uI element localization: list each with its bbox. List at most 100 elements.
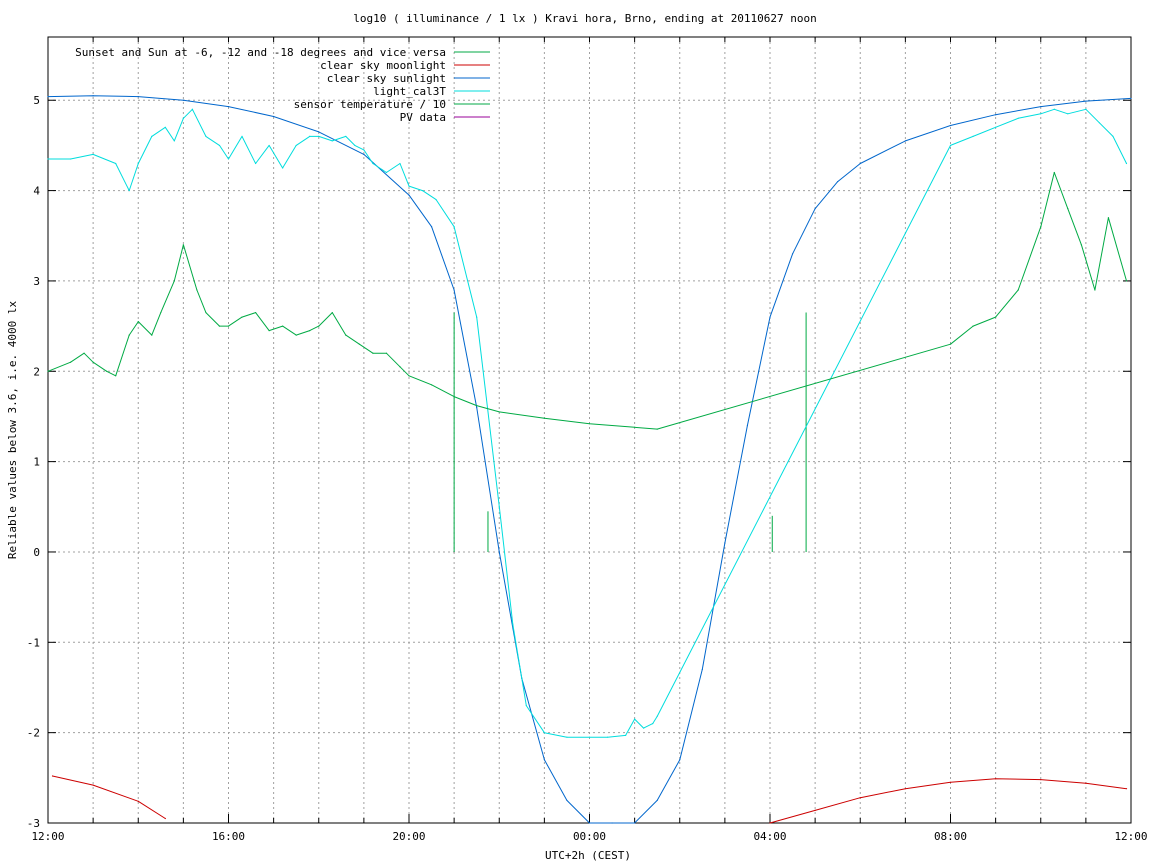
series-line bbox=[52, 775, 166, 819]
data-point bbox=[543, 759, 545, 761]
data-point bbox=[137, 800, 139, 802]
data-point bbox=[1067, 208, 1069, 210]
y-tick-label: 1 bbox=[33, 456, 40, 469]
y-tick-label: -1 bbox=[27, 636, 40, 649]
data-point bbox=[363, 149, 365, 151]
axes: -3 -2 -1 0 1 2 3 4 5 12:00 16:00 20:00 00:00 04:00 08:… bbox=[27, 36, 1148, 843]
data-point bbox=[476, 405, 478, 407]
data-point bbox=[1017, 117, 1019, 119]
data-point bbox=[309, 330, 311, 332]
data-point bbox=[814, 208, 816, 210]
legend-label: Sunset and Sun at -6, -12 and -18 degree… bbox=[75, 46, 446, 59]
series-2 bbox=[47, 95, 1132, 824]
data-point bbox=[273, 115, 275, 118]
data-point bbox=[1125, 162, 1128, 165]
data-point bbox=[566, 736, 568, 738]
data-point bbox=[137, 320, 139, 323]
data-point bbox=[1017, 289, 1019, 291]
data-point bbox=[1098, 122, 1101, 124]
data-point bbox=[625, 734, 627, 736]
data-point bbox=[191, 108, 193, 110]
data-point bbox=[634, 426, 636, 428]
data-point bbox=[363, 153, 365, 156]
data-point bbox=[453, 289, 455, 291]
series-line bbox=[769, 778, 1127, 824]
data-point bbox=[295, 144, 297, 147]
data-point bbox=[769, 316, 771, 318]
data-point bbox=[1107, 217, 1110, 219]
data-point bbox=[566, 799, 568, 802]
data-point bbox=[588, 423, 591, 425]
x-tick-label: 00:00 bbox=[573, 830, 606, 843]
data-point bbox=[92, 361, 94, 363]
data-point bbox=[408, 194, 410, 196]
series-3 bbox=[47, 108, 1128, 738]
data-point bbox=[837, 180, 839, 183]
data-point bbox=[588, 736, 591, 738]
x-tick-label: 16:00 bbox=[212, 830, 245, 843]
data-point bbox=[498, 551, 500, 553]
data-point bbox=[331, 140, 333, 142]
x-tick-label: 04:00 bbox=[753, 830, 786, 843]
data-point bbox=[399, 366, 401, 368]
data-point bbox=[205, 135, 207, 137]
data-point bbox=[724, 542, 726, 544]
data-point bbox=[543, 732, 545, 734]
data-point bbox=[173, 140, 175, 142]
data-point bbox=[218, 325, 221, 327]
data-point bbox=[318, 135, 320, 137]
data-point bbox=[227, 158, 230, 160]
grid-lines bbox=[48, 37, 1131, 823]
data-point bbox=[746, 424, 749, 427]
data-point bbox=[106, 370, 108, 372]
data-point bbox=[182, 244, 184, 246]
legend-label: PV data bbox=[400, 111, 446, 124]
data-point bbox=[295, 334, 297, 336]
series-line bbox=[47, 172, 1127, 430]
data-point bbox=[137, 96, 139, 98]
data-point bbox=[453, 226, 455, 228]
data-point bbox=[385, 171, 388, 174]
data-point bbox=[47, 158, 49, 160]
data-point bbox=[634, 822, 636, 824]
data-point bbox=[1094, 289, 1096, 291]
data-point bbox=[115, 375, 117, 377]
data-point bbox=[268, 144, 270, 147]
data-point bbox=[182, 99, 184, 101]
data-point bbox=[1125, 788, 1128, 790]
data-point bbox=[949, 144, 952, 147]
data-point bbox=[164, 126, 166, 128]
data-point bbox=[656, 715, 658, 717]
data-point bbox=[859, 797, 861, 799]
data-point bbox=[430, 384, 433, 386]
data-point bbox=[151, 135, 153, 137]
data-point bbox=[1085, 100, 1087, 102]
data-point bbox=[1112, 135, 1114, 137]
y-tick-label: 2 bbox=[33, 365, 40, 378]
data-point bbox=[606, 736, 609, 738]
data-point bbox=[634, 718, 636, 720]
data-point bbox=[814, 809, 816, 811]
data-point bbox=[69, 158, 72, 160]
data-point bbox=[1040, 113, 1042, 115]
data-point bbox=[354, 144, 356, 147]
data-point bbox=[430, 226, 433, 228]
data-point bbox=[949, 124, 952, 127]
legend-label: clear sky moonlight bbox=[320, 59, 446, 72]
series-1 bbox=[51, 775, 1128, 824]
data-point bbox=[241, 316, 243, 318]
data-point bbox=[408, 185, 410, 187]
data-point bbox=[182, 117, 184, 119]
data-point bbox=[372, 352, 374, 354]
data-point bbox=[679, 759, 681, 761]
data-point bbox=[1125, 280, 1128, 282]
plot-frame bbox=[47, 36, 1132, 824]
x-tick-label: 12:00 bbox=[1114, 830, 1147, 843]
x-axis-label: UTC+2h (CEST) bbox=[545, 849, 631, 862]
data-point bbox=[525, 704, 527, 707]
series-marks bbox=[47, 95, 1132, 824]
data-point bbox=[1040, 226, 1042, 228]
data-point bbox=[358, 343, 360, 345]
legend-label: sensor temperature / 10 bbox=[294, 98, 446, 111]
data-point bbox=[995, 114, 997, 116]
